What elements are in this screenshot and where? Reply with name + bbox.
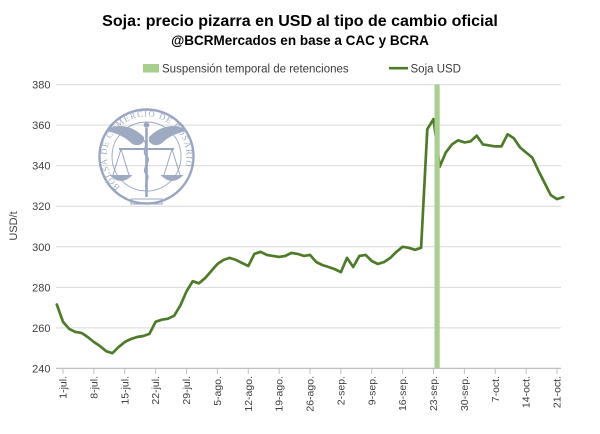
left-chain-a: [112, 148, 122, 176]
x-tick-label: 12-ago.: [243, 376, 255, 412]
gridlines: 240 260 280 300 320 340 360 380: [32, 80, 561, 375]
y-tick-label: 380: [32, 80, 50, 92]
legend-band-swatch: [143, 64, 159, 73]
x-tick-label: 15-jul.: [119, 376, 131, 405]
legend-band-label: Suspensión temporal de retenciones: [162, 64, 349, 76]
base-ribbon: [130, 198, 163, 205]
y-tick-label: 280: [32, 282, 50, 294]
left-chain-b: [120, 148, 130, 176]
x-tick-label: 7-oct.: [490, 376, 502, 402]
x-tick-label: 2-sep.: [335, 376, 347, 405]
right-wing: [149, 126, 187, 146]
x-tick-label: 14-oct.: [521, 376, 533, 408]
suspension-band: [434, 84, 440, 369]
legend-line-label: Soja USD: [411, 64, 462, 76]
x-tick-label: 16-sep.: [397, 376, 409, 411]
page-subtitle: @BCRMercados en base a CAC y BCRA: [171, 33, 429, 48]
right-chain-b: [171, 148, 181, 176]
x-axis: 1-jul. 8-jul. 15-jul. 22-jul. 29-jul. 5-ago. 1…: [56, 367, 564, 412]
x-tick-label: 23-sep.: [428, 376, 440, 411]
right-chain-a: [163, 148, 173, 176]
x-tick-label: 1-jul.: [58, 376, 70, 399]
left-wing: [106, 126, 144, 146]
staff-knob: [143, 122, 150, 128]
caduceus-scales-icon: [106, 122, 187, 205]
y-tick-label: 240: [32, 363, 50, 375]
watermark-logo: BOLSA DE COMERCIO DE ROSARIO: [98, 108, 195, 205]
legend: Suspensión temporal de retenciones Soja …: [143, 64, 461, 76]
x-tick-label: 5-ago.: [212, 376, 224, 406]
x-tick-label: 8-jul.: [88, 376, 100, 399]
soja-usd-line: [55, 117, 565, 355]
x-tick-label: 26-ago.: [305, 376, 317, 412]
x-tick-label: 21-oct.: [552, 376, 564, 408]
right-pan: [160, 175, 184, 181]
y-tick-label: 340: [32, 161, 50, 173]
snake: [139, 137, 150, 190]
x-tick-label: 30-sep.: [459, 376, 471, 411]
y-tick-label: 360: [32, 120, 50, 132]
y-tick-label: 300: [32, 242, 50, 254]
x-tick-label: 29-jul.: [181, 376, 193, 405]
x-tick-label: 22-jul.: [150, 376, 162, 405]
x-tick-label: 19-ago.: [274, 376, 286, 412]
page-title: Soja: precio pizarra en USD al tipo de c…: [102, 13, 498, 30]
y-axis-title: USD/t: [8, 211, 20, 240]
x-tick-label: 9-sep.: [366, 376, 378, 405]
left-pan: [109, 175, 133, 181]
y-tick-label: 260: [32, 323, 50, 335]
series-layer: [55, 84, 565, 369]
y-tick-label: 320: [32, 201, 50, 213]
